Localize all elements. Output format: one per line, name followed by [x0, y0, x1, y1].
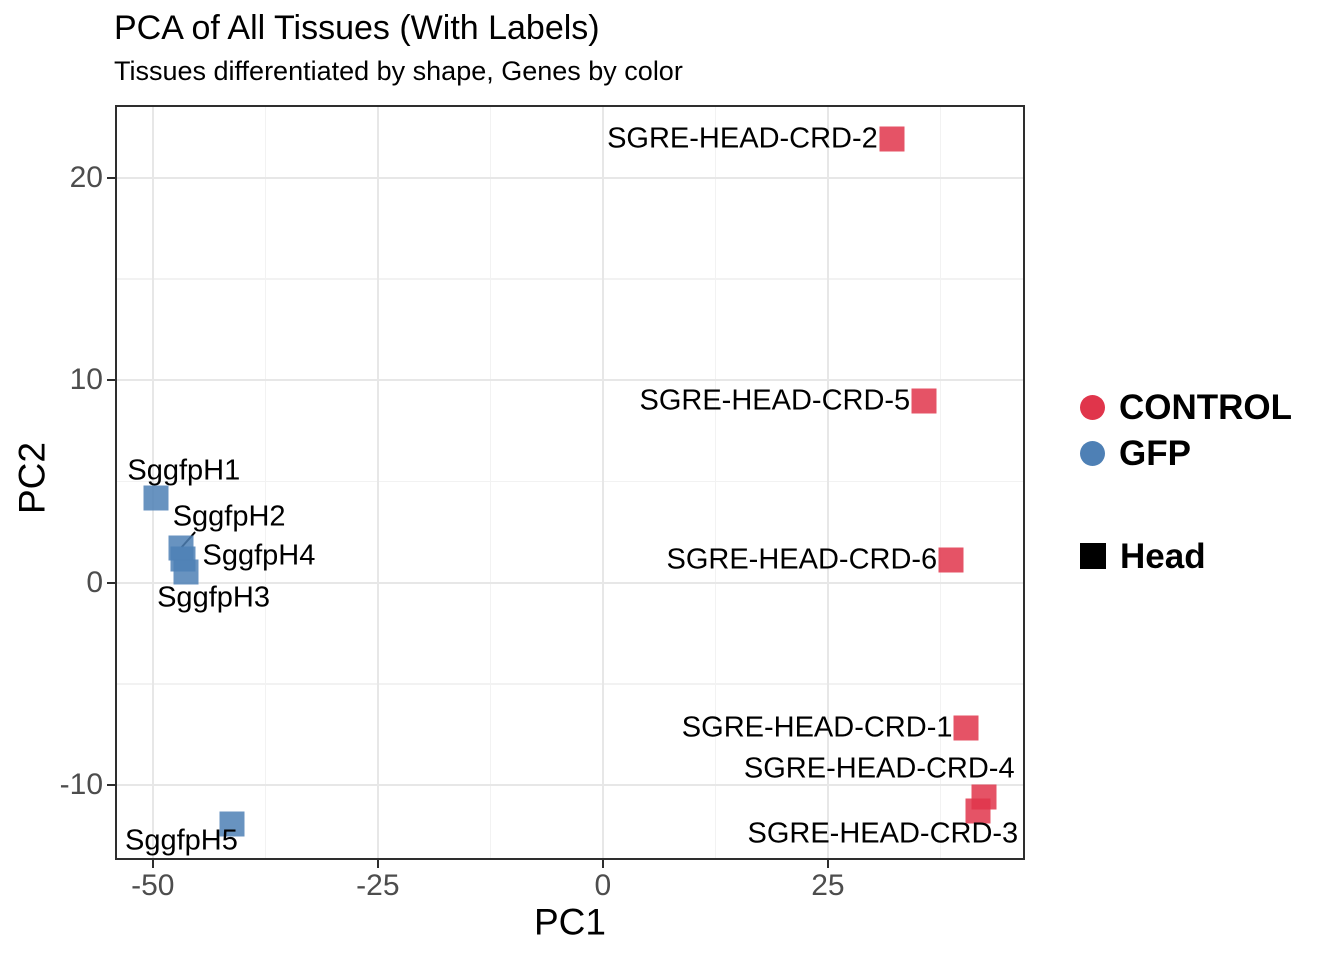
- legend-item-gfp: GFP: [1080, 430, 1292, 476]
- y-axis-tick-label: 0: [86, 565, 103, 599]
- major-gridline-vertical: [826, 105, 829, 860]
- data-point-SggfpH3: [173, 559, 199, 585]
- y-axis-tick-mark: [107, 784, 115, 787]
- legend-label-control: CONTROL: [1119, 387, 1293, 427]
- y-axis-tick-mark: [107, 379, 115, 382]
- major-gridline-horizontal: [115, 176, 1025, 179]
- gfp-color-swatch-circle-icon: [1080, 440, 1105, 466]
- data-point-SGRE-HEAD-CRD-5: [911, 388, 937, 414]
- minor-gridline-horizontal: [115, 278, 1025, 280]
- x-axis-tick-label: 25: [811, 869, 845, 902]
- major-gridline-horizontal: [115, 379, 1025, 382]
- major-gridline-vertical: [376, 105, 379, 860]
- plot-title: PCA of All Tissues (With Labels): [114, 9, 600, 47]
- data-point-label-SggfpH2: SggfpH2: [172, 500, 286, 533]
- data-point-SggfpH5: [219, 811, 245, 837]
- data-point-label-SGRE-HEAD-CRD-2: SGRE-HEAD-CRD-2: [607, 122, 878, 155]
- plot-subtitle: Tissues differentiated by shape, Genes b…: [114, 56, 683, 86]
- data-point-label-SGRE-HEAD-CRD-6: SGRE-HEAD-CRD-6: [666, 543, 938, 576]
- x-axis-tick-mark: [601, 860, 604, 868]
- legend-label-gfp: GFP: [1119, 433, 1191, 473]
- minor-gridline-vertical: [714, 105, 717, 860]
- data-point-SGRE-HEAD-CRD-1: [953, 715, 979, 741]
- minor-gridline-vertical: [939, 105, 942, 860]
- major-gridline-vertical: [601, 105, 604, 860]
- data-point-label-SggfpH3: SggfpH3: [157, 581, 270, 614]
- data-point-label-SggfpH5: SggfpH5: [125, 824, 238, 857]
- head-shape-swatch-square-icon: [1080, 543, 1106, 569]
- major-gridline-vertical: [151, 105, 154, 860]
- x-axis-tick-label: -50: [131, 869, 175, 902]
- x-axis-tick-label: 0: [594, 869, 612, 902]
- y-axis-tick-mark: [107, 581, 115, 584]
- data-point-label-SGRE-HEAD-CRD-1: SGRE-HEAD-CRD-1: [681, 711, 953, 744]
- data-point-SggfpH1: [143, 485, 169, 511]
- control-color-swatch-circle-icon: [1080, 394, 1105, 420]
- major-gridline-horizontal: [115, 784, 1025, 787]
- major-gridline-horizontal: [115, 581, 1025, 584]
- x-axis-tick-mark: [151, 860, 154, 868]
- data-point-label-SGRE-HEAD-CRD-4: SGRE-HEAD-CRD-4: [743, 752, 1015, 785]
- legend-label-head: Head: [1120, 536, 1206, 576]
- legend-item-control: CONTROL: [1080, 384, 1292, 430]
- legend: CONTROL GFP Head: [1080, 384, 1292, 579]
- legend-item-head: Head: [1080, 533, 1292, 579]
- minor-gridline-vertical: [489, 105, 492, 860]
- plot-panel: [115, 105, 1025, 860]
- y-axis-tick-label: -10: [59, 768, 103, 802]
- y-axis-tick-label: 20: [69, 160, 103, 194]
- minor-gridline-horizontal: [115, 683, 1025, 685]
- data-point-label-SGRE-HEAD-CRD-3: SGRE-HEAD-CRD-3: [747, 817, 1019, 850]
- data-point-SGRE-HEAD-CRD-6: [938, 547, 964, 573]
- data-point-SGRE-HEAD-CRD-2: [879, 126, 905, 152]
- x-axis-tick-mark: [376, 860, 379, 868]
- data-point-label-SGRE-HEAD-CRD-5: SGRE-HEAD-CRD-5: [639, 384, 911, 417]
- x-axis-title: PC1: [534, 901, 606, 943]
- minor-gridline-vertical: [264, 105, 267, 860]
- x-axis-tick-mark: [826, 860, 829, 868]
- y-axis-tick-label: 10: [69, 363, 103, 397]
- data-point-label-SggfpH4: SggfpH4: [202, 539, 316, 572]
- minor-gridline-horizontal: [115, 480, 1025, 483]
- y-axis-title: PC2: [11, 442, 53, 514]
- y-axis-tick-mark: [107, 176, 115, 179]
- x-axis-tick-label: -25: [356, 869, 400, 902]
- data-point-SGRE-HEAD-CRD-3: [965, 798, 991, 824]
- data-point-label-SggfpH1: SggfpH1: [127, 454, 241, 487]
